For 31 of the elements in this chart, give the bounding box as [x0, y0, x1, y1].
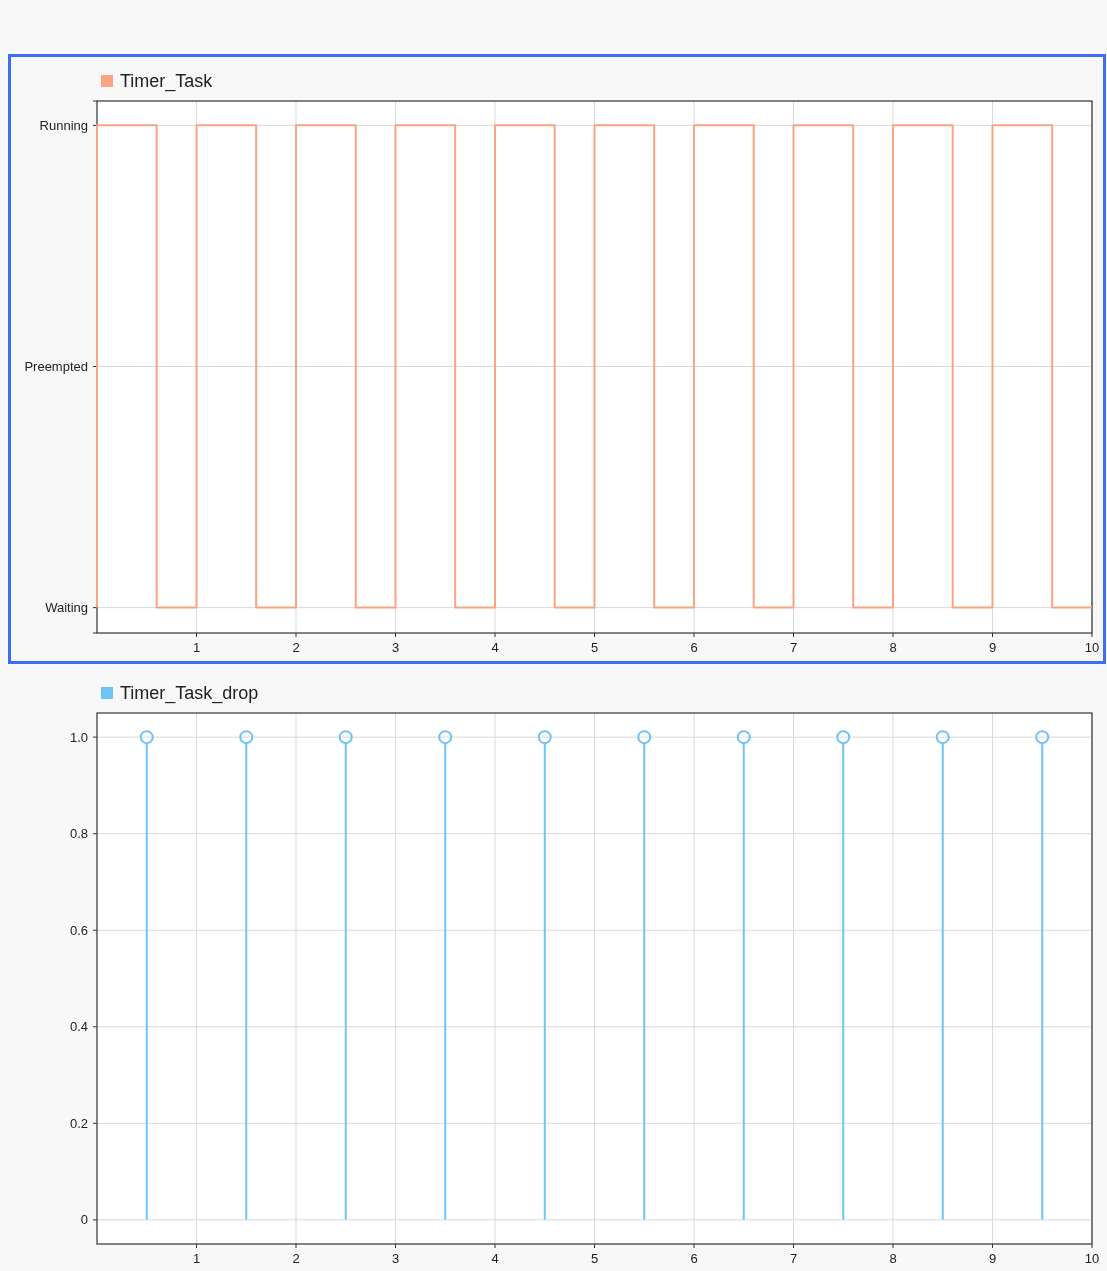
y-tick-label: 0.8 [69, 826, 88, 842]
x-tick-label: 2 [292, 1251, 300, 1266]
x-tick-label: 10 [1084, 640, 1100, 655]
x-tick-label: 3 [391, 1251, 400, 1266]
text: Preempted [24, 359, 88, 375]
x-tick-label: 7 [789, 640, 798, 655]
x-tick-label: 5 [590, 640, 599, 655]
y-tick-label: 0.2 [69, 1115, 88, 1131]
text: Running [39, 117, 88, 133]
y-tick-label: 0.6 [69, 922, 88, 938]
x-tick-label: 2 [292, 640, 300, 655]
x-tick-label: 6 [690, 1251, 698, 1266]
legend-label: Timer_Task_drop [120, 683, 259, 705]
y-tick-label: 1.0 [69, 729, 88, 745]
x-tick-label: 8 [889, 1251, 897, 1266]
x-tick-label: 8 [889, 640, 897, 655]
x-tick-label: 9 [988, 1251, 997, 1266]
x-tick-label: 10 [1084, 1251, 1100, 1266]
x-tick-label: 3 [391, 640, 400, 655]
y-tick-label: 0 [80, 1212, 88, 1228]
x-tick-label: 6 [690, 640, 698, 655]
legend-label: Timer_Task [120, 71, 214, 93]
x-tick-label: 9 [988, 640, 997, 655]
x-tick-label: 7 [789, 1251, 798, 1266]
text: Waiting [45, 600, 88, 616]
x-tick-label: 4 [491, 1251, 499, 1266]
x-tick-label: 1 [192, 640, 201, 655]
x-tick-label: 5 [590, 1251, 599, 1266]
x-tick-label: 4 [491, 640, 499, 655]
y-tick-label: 0.4 [69, 1019, 88, 1035]
x-tick-label: 1 [192, 1251, 201, 1266]
